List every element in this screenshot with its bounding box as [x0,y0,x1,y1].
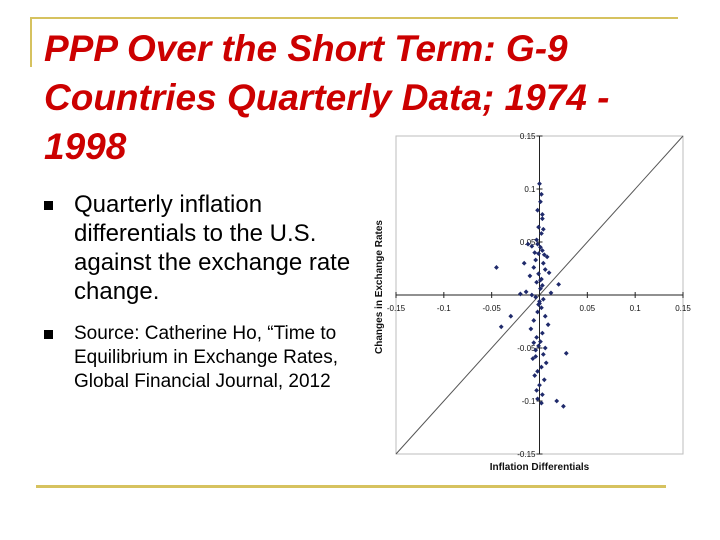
y-tick-label: 0.1 [524,185,536,194]
data-point [538,286,543,292]
data-point [523,289,529,295]
data-point [539,248,545,253]
data-point [528,326,534,332]
data-point [536,251,541,257]
scatter-chart: -0.15-0.1-0.050.050.10.150.150.10.05-0.0… [374,132,691,473]
data-point [538,339,543,345]
data-point [530,356,536,361]
x-tick-label: 0.05 [580,304,596,313]
x-tick-label: -0.05 [483,304,502,313]
data-point [533,354,539,359]
data-point [540,351,546,357]
data-point [554,398,560,404]
data-point [536,224,541,230]
square-bullet-icon [44,330,53,339]
y-tick-label: -0.15 [517,450,536,459]
bullet-list: Quarterly inflation differentials to the… [40,190,360,394]
data-point [494,265,499,270]
data-point [542,267,548,272]
data-point [533,347,539,353]
x-tick-label: 0.15 [675,304,691,313]
data-point [546,270,552,276]
data-point [534,388,540,393]
data-point [539,400,544,406]
data-point [537,301,542,306]
y-tick-label: -0.05 [517,344,536,353]
data-point [540,296,546,302]
data-point [544,254,550,260]
data-point [532,373,538,378]
data-point [539,392,545,398]
data-point [538,277,543,283]
data-point [517,291,523,297]
data-point [543,360,549,366]
data-point [508,313,514,319]
data-point [539,191,544,197]
data-point [541,377,547,383]
data-point [535,396,540,402]
data-point [545,322,551,328]
bullet-text: Quarterly inflation differentials to the… [74,191,351,305]
data-point [532,250,538,255]
bullet-item: Quarterly inflation differentials to the… [40,190,360,306]
decor-left-line [30,17,32,67]
data-point [540,226,546,232]
data-point [539,231,544,236]
data-point [521,260,527,266]
y-tick-label: 0.15 [520,132,536,141]
x-axis-title: Inflation Differentials [490,462,590,473]
data-point [529,243,535,249]
data-point [542,313,548,319]
data-point [535,241,540,247]
data-point [534,335,540,340]
data-point [533,257,539,263]
data-point [539,216,545,222]
data-point [533,294,539,300]
bullet-text: Source: Catherine Ho, “Time to Equilibri… [74,323,339,392]
square-bullet-icon [44,201,53,210]
data-point [498,324,504,330]
decor-bottom-line [36,485,666,488]
x-tick-label: -0.1 [437,304,451,313]
data-point [548,290,554,296]
data-point [531,340,537,346]
data-point [536,343,541,349]
data-point [538,199,543,205]
data-point [535,207,540,213]
data-point [531,265,537,270]
data-point [538,244,543,250]
data-point [539,283,545,288]
x-tick-label: -0.15 [387,304,406,313]
data-point [536,271,541,277]
data-point [531,318,537,323]
data-point [525,241,531,247]
data-point [534,279,540,285]
slide-title: PPP Over the Short Term: G-9 Countries Q… [44,28,610,167]
data-point [561,403,566,409]
data-point [539,364,544,370]
y-tick-label: -0.1 [522,397,536,406]
data-point [539,212,545,217]
y-axis-title: Changes in Exchange Rates [374,220,385,354]
data-point [537,382,542,388]
bullet-item: Source: Catherine Ho, “Time to Equilibri… [40,322,360,394]
data-point [541,252,547,258]
data-point [556,282,562,287]
data-point [535,368,540,374]
data-point [527,273,533,279]
x-tick-label: 0.1 [630,304,642,313]
data-point [539,330,545,336]
data-point [539,305,544,311]
data-point [563,350,569,356]
data-point [535,309,540,315]
data-point [540,260,546,266]
data-point [534,237,540,243]
decor-top-line [30,17,678,19]
data-point [537,181,542,187]
